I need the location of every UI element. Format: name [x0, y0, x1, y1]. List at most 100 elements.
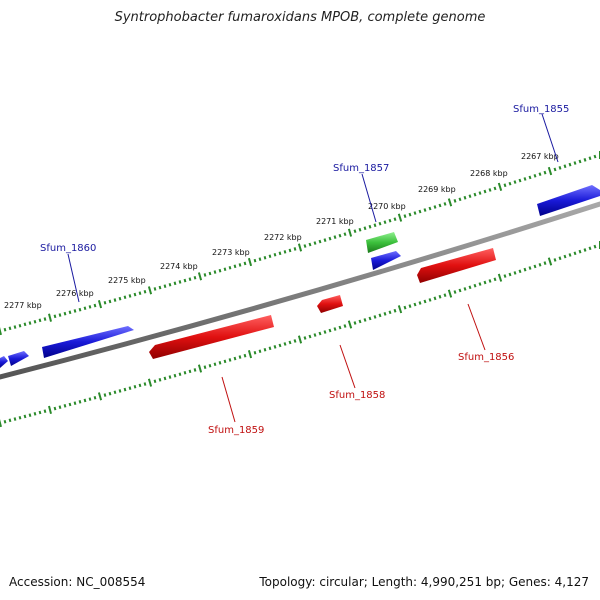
outer-minor-tick	[378, 221, 382, 226]
inner-minor-tick	[233, 356, 237, 361]
inner-minor-tick	[403, 305, 407, 310]
inner-minor-tick	[373, 315, 377, 319]
outer-minor-tick	[153, 287, 157, 291]
outer-minor-tick	[28, 321, 32, 325]
inner-minor-tick	[153, 379, 157, 384]
inner-minor-tick	[93, 395, 97, 400]
outer-minor-tick	[238, 263, 242, 267]
outer-minor-tick	[438, 203, 442, 208]
gene-label-sfum-1855[interactable]: Sfum_1855	[513, 104, 569, 115]
gene-left-edge-arrow[interactable]	[0, 356, 8, 368]
inner-minor-tick	[188, 369, 192, 374]
inner-minor-tick	[78, 400, 82, 404]
outer-minor-tick	[253, 258, 257, 263]
gene-label-sfum-1857[interactable]: Sfum_1857	[333, 163, 389, 174]
gene-sfum-1857-arrow[interactable]	[366, 232, 398, 253]
map-title: Syntrophobacter fumaroxidans MPOB, compl…	[114, 10, 486, 25]
reverse-genes	[149, 248, 496, 359]
inner-minor-tick	[518, 269, 522, 274]
outer-minor-tick	[258, 257, 262, 261]
outer-minor-tick	[503, 183, 507, 188]
gene-small-left-arrow[interactable]	[8, 351, 29, 366]
outer-minor-tick	[193, 275, 197, 280]
inner-minor-tick	[238, 355, 242, 359]
outer-minor-tick	[283, 250, 287, 254]
inner-minor-tick	[173, 373, 177, 378]
outer-major-tick	[297, 243, 303, 252]
kbp-label-2274: 2274 kbp	[160, 262, 198, 271]
outer-minor-tick	[183, 278, 187, 283]
inner-minor-tick	[323, 330, 327, 334]
gene-sfum-1860-arrow[interactable]	[42, 326, 134, 358]
inner-minor-tick	[313, 333, 317, 337]
inner-minor-tick	[263, 348, 267, 352]
inner-minor-tick	[183, 371, 187, 375]
inner-minor-tick	[563, 254, 567, 259]
gene-label-sfum-1859[interactable]: Sfum_1859	[208, 425, 264, 436]
outer-minor-tick	[363, 226, 367, 231]
gene-sfum-1858-arrow[interactable]	[317, 295, 343, 313]
inner-minor-tick	[18, 415, 22, 420]
inner-major-tick	[347, 320, 353, 329]
kbp-label-2271: 2271 kbp	[316, 217, 354, 226]
outer-minor-tick	[358, 227, 362, 232]
gene-sfum-1856-arrow[interactable]	[417, 248, 496, 283]
outer-minor-tick	[63, 311, 67, 316]
outer-minor-tick	[173, 281, 177, 286]
inner-minor-tick	[83, 398, 87, 403]
inner-minor-tick	[53, 406, 57, 411]
outer-minor-tick	[208, 271, 212, 276]
outer-minor-tick	[308, 242, 312, 247]
kbp-label-2270: 2270 kbp	[368, 202, 406, 211]
outer-minor-tick	[178, 280, 182, 284]
outer-minor-tick	[163, 284, 167, 288]
outer-minor-tick	[568, 162, 572, 167]
inner-minor-tick	[538, 262, 542, 267]
outer-minor-tick	[493, 186, 497, 191]
outer-minor-tick	[223, 267, 227, 272]
inner-minor-tick	[363, 318, 367, 322]
outer-minor-tick	[123, 295, 127, 300]
inner-minor-tick	[553, 258, 557, 262]
kbp-label-2269: 2269 kbp	[418, 185, 456, 194]
outer-minor-tick	[518, 178, 522, 183]
outer-minor-tick	[88, 305, 92, 309]
leader-sfum-1860	[67, 253, 80, 303]
inner-minor-tick	[528, 266, 532, 270]
gene-label-sfum-1858[interactable]: Sfum_1858	[329, 390, 385, 401]
outer-minor-tick	[468, 194, 472, 199]
gene-sfum-1857-blue-arrow[interactable]	[371, 251, 401, 270]
inner-minor-tick	[138, 383, 142, 388]
outer-minor-tick	[483, 189, 487, 194]
inner-minor-tick	[133, 384, 137, 389]
outer-minor-tick	[188, 277, 192, 281]
inner-minor-tick	[168, 375, 172, 379]
leader-sfum-1859	[221, 376, 236, 423]
gene-sfum-1855-arrow[interactable]	[537, 185, 600, 216]
outer-minor-tick	[278, 251, 282, 256]
outer-minor-tick	[593, 154, 597, 159]
inner-minor-tick	[268, 346, 272, 351]
outer-minor-tick	[573, 161, 577, 165]
outer-minor-tick	[228, 266, 232, 270]
inner-major-tick	[397, 305, 403, 314]
inner-major-tick	[547, 257, 553, 266]
inner-minor-tick	[178, 372, 182, 377]
outer-minor-tick	[478, 191, 482, 195]
gene-label-sfum-1860[interactable]: Sfum_1860	[40, 243, 96, 254]
inner-minor-tick	[468, 285, 472, 290]
inner-minor-tick	[463, 287, 467, 291]
outer-minor-tick	[8, 326, 12, 331]
gene-label-sfum-1856[interactable]: Sfum_1856	[458, 352, 514, 363]
outer-minor-tick	[323, 238, 327, 243]
outer-minor-tick	[553, 167, 557, 172]
inner-minor-tick	[73, 401, 77, 405]
accession-text: Accession: NC_008554	[9, 575, 146, 589]
inner-minor-tick	[113, 390, 117, 395]
outer-minor-tick	[233, 264, 237, 269]
gene-sfum-1859-arrow[interactable]	[149, 315, 274, 359]
outer-minor-tick	[433, 205, 437, 209]
outer-minor-tick	[128, 294, 132, 298]
inner-minor-tick	[158, 378, 162, 382]
inner-minor-tick	[508, 272, 512, 277]
